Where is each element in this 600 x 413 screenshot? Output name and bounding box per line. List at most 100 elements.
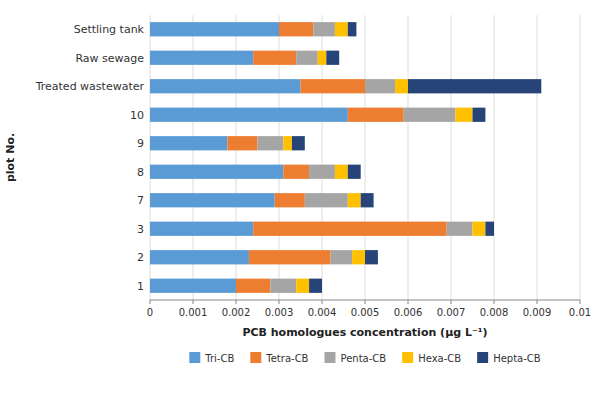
grid (150, 15, 580, 300)
tick-mark (580, 300, 581, 304)
bar-segment (348, 165, 361, 179)
y-ticks: 12378910Treated wastewaterRaw sewageSett… (35, 23, 145, 293)
legend-label: Tetra-CB (265, 353, 308, 364)
bar-segment (150, 136, 227, 150)
tick-mark (150, 300, 151, 304)
tick-mark (451, 300, 452, 304)
bar-segment (331, 250, 353, 264)
tick-label: 0 (147, 307, 153, 318)
tick-label: 0.007 (437, 307, 466, 318)
bar-segment (305, 193, 348, 207)
bar-segment (352, 250, 365, 264)
bar-segment (283, 136, 292, 150)
bar-segment (348, 193, 361, 207)
bar-segment (258, 136, 284, 150)
bar-segment (455, 108, 472, 122)
tick-label: 0.005 (351, 307, 380, 318)
category-label: 9 (137, 137, 144, 150)
bar-segment (313, 22, 335, 36)
bar-segment (365, 79, 395, 93)
legend-swatch (189, 352, 200, 363)
bar-segment (270, 279, 296, 293)
bar-segment (485, 222, 494, 236)
x-axis-line (150, 300, 580, 301)
legend-item: Hepta-CB (477, 352, 541, 364)
tick-label: 0.01 (569, 307, 591, 318)
bar-segment (150, 51, 253, 65)
chart: 0 0.001 0.002 0.003 0.004 0.005 0.006 0.007 0.00… (0, 0, 600, 413)
tick-label: 0.003 (265, 307, 294, 318)
bar-segment (283, 165, 309, 179)
tick-mark (279, 300, 280, 304)
category-label: 7 (137, 194, 144, 207)
bar-segment (335, 165, 348, 179)
legend-item: Tri-CB (189, 352, 234, 364)
bar-segment (395, 79, 408, 93)
bar-segment (292, 136, 305, 150)
category-label: 8 (137, 166, 144, 179)
bar-segment (275, 193, 305, 207)
legend-label: Hexa-CB (418, 353, 461, 364)
bar-segment (150, 165, 283, 179)
legend-item: Hexa-CB (402, 352, 461, 364)
bar-segment (150, 222, 253, 236)
bar-segment (447, 222, 473, 236)
tick-label: 0.006 (394, 307, 423, 318)
grid-line (494, 15, 495, 300)
tick-label: 0.001 (179, 307, 208, 318)
legend-swatch (402, 352, 413, 363)
grid-line (408, 15, 409, 300)
bar-segment (348, 22, 357, 36)
bar-segment (326, 51, 339, 65)
bar-segment (473, 222, 486, 236)
category-label: Raw sewage (75, 52, 144, 65)
legend: Tri-CBTetra-CBPenta-CBHexa-CBHepta-CB (189, 352, 541, 364)
bar-segment (309, 165, 335, 179)
bar-segment (473, 108, 486, 122)
bar-segment (150, 193, 275, 207)
tick-label: 0.008 (480, 307, 509, 318)
category-label: Treated wastewater (35, 80, 145, 93)
bar-segment (150, 79, 301, 93)
category-label: 2 (137, 251, 144, 264)
bar-segment (253, 51, 296, 65)
bar-segment (150, 108, 348, 122)
legend-swatch (250, 352, 261, 363)
category-label: Settling tank (74, 23, 145, 36)
grid-line (537, 15, 538, 300)
grid-line (580, 15, 581, 300)
grid-line (451, 15, 452, 300)
legend-swatch (477, 352, 488, 363)
tick-label: 0.002 (222, 307, 251, 318)
bar-segment (408, 79, 541, 93)
bar-segment (335, 22, 348, 36)
category-label: 3 (137, 223, 144, 236)
tick-mark (494, 300, 495, 304)
bar-segment (236, 279, 270, 293)
bar-segment (279, 22, 313, 36)
bar-segment (253, 222, 447, 236)
tick-mark (193, 300, 194, 304)
tick-mark (322, 300, 323, 304)
legend-swatch (324, 352, 335, 363)
bar-segment (150, 250, 249, 264)
bar-segment (365, 250, 378, 264)
category-label: 1 (137, 280, 144, 293)
bar-segment (301, 79, 366, 93)
bar-segment (404, 108, 456, 122)
bar-segment (296, 279, 309, 293)
tick-mark (236, 300, 237, 304)
tick-mark (537, 300, 538, 304)
bars (150, 22, 541, 293)
bar-segment (348, 108, 404, 122)
bar-segment (296, 51, 318, 65)
bar-segment (361, 193, 374, 207)
bar-segment (227, 136, 257, 150)
bar-segment (318, 51, 327, 65)
bar-segment (150, 279, 236, 293)
x-axis-label: PCB homologues concentration (μg L⁻¹) (242, 326, 487, 339)
x-ticks: 0 0.001 0.002 0.003 0.004 0.005 0.006 0.007 0.00… (147, 300, 591, 318)
legend-label: Tri-CB (204, 353, 234, 364)
y-axis-label: plot No. (4, 133, 17, 182)
tick-label: 0.004 (308, 307, 337, 318)
